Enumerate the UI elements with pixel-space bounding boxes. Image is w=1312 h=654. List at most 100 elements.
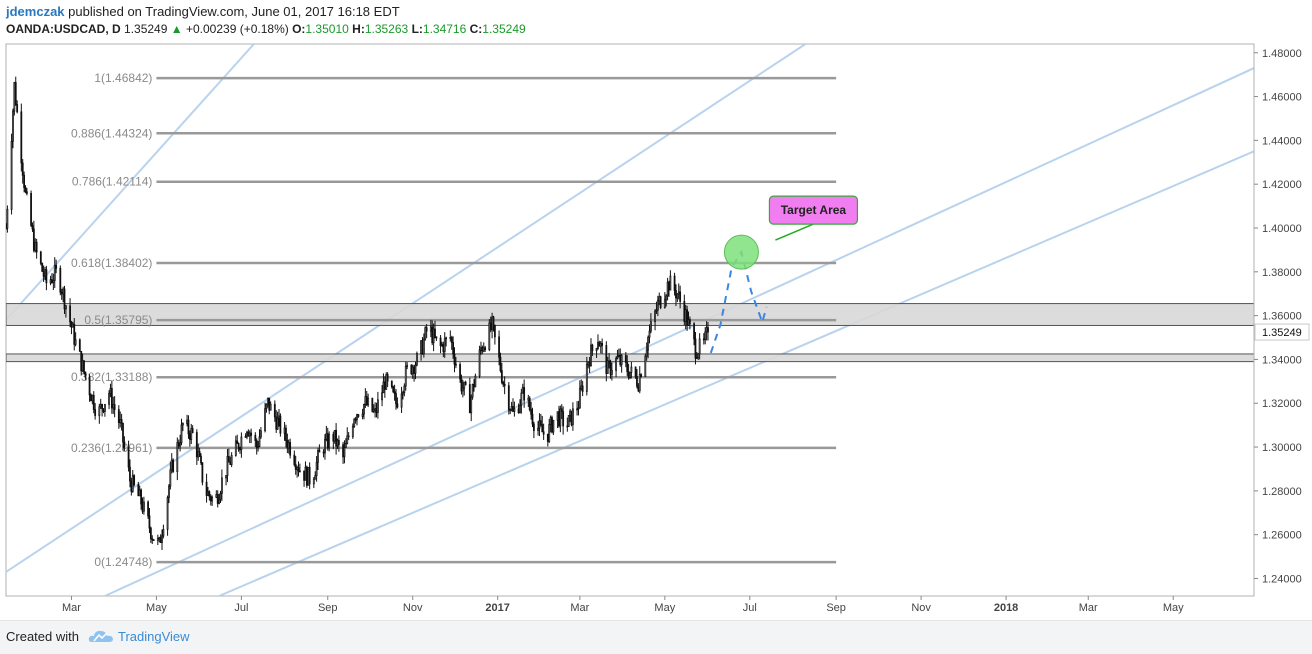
- candle: [450, 335, 453, 350]
- candle: [63, 285, 66, 315]
- candle: [439, 335, 442, 354]
- candle-body: [538, 420, 541, 429]
- candle-body: [257, 445, 260, 449]
- candle-body: [342, 444, 344, 458]
- candle-body: [314, 475, 317, 480]
- candle-body: [474, 375, 477, 388]
- candle-body: [605, 345, 608, 374]
- y-tick-label: 1.44000: [1262, 135, 1302, 147]
- candle: [188, 430, 191, 447]
- candle-body: [91, 394, 94, 402]
- candle: [429, 319, 432, 338]
- candle-body: [266, 397, 269, 405]
- candle-body: [365, 396, 368, 406]
- candle-body: [503, 383, 506, 387]
- candle: [315, 456, 318, 482]
- candle: [463, 381, 466, 396]
- candle: [532, 421, 535, 439]
- candle: [297, 461, 300, 477]
- y-tick-label: 1.24000: [1262, 573, 1302, 585]
- candle-body: [454, 363, 457, 366]
- candle: [538, 413, 541, 437]
- candle: [638, 366, 641, 394]
- candle: [275, 410, 278, 433]
- author-link[interactable]: jdemczak: [6, 4, 65, 19]
- candle: [402, 390, 404, 400]
- candle-body: [424, 327, 427, 340]
- candle: [88, 374, 91, 402]
- tradingview-brand-link[interactable]: TradingView: [118, 629, 190, 644]
- candle-body: [123, 441, 126, 448]
- candle-body: [367, 397, 370, 406]
- candle: [663, 292, 666, 309]
- candle: [209, 494, 212, 506]
- candle-body: [343, 447, 346, 458]
- candle: [608, 352, 611, 369]
- low-label: L:: [411, 22, 423, 36]
- sr-zone-1: [6, 353, 1254, 363]
- candle: [363, 403, 365, 420]
- candle-body: [460, 378, 463, 392]
- candle: [648, 324, 651, 344]
- candle: [159, 534, 162, 543]
- candle-body: [176, 442, 179, 473]
- candle: [109, 383, 112, 398]
- candle: [257, 441, 260, 452]
- candle-body: [637, 385, 640, 392]
- candle: [23, 171, 26, 193]
- candle: [481, 345, 484, 355]
- candle: [620, 353, 623, 373]
- candle-body: [152, 539, 155, 541]
- candle: [445, 336, 448, 347]
- candle-body: [337, 439, 340, 445]
- x-tick-label: 2017: [485, 602, 509, 614]
- candle-body: [239, 448, 241, 451]
- candle-body: [615, 358, 617, 371]
- candle: [424, 326, 427, 341]
- candle-body: [90, 394, 92, 402]
- candle-body: [151, 538, 154, 541]
- y-tick-label: 1.42000: [1262, 179, 1302, 191]
- candle-body: [312, 478, 315, 485]
- candle-body: [35, 241, 38, 253]
- candle: [665, 294, 668, 307]
- candle: [452, 336, 455, 359]
- candle: [688, 316, 691, 330]
- candle-body: [64, 305, 67, 310]
- price-chart[interactable]: 1(1.46842) 0.886(1.44324) 0.786(1.42114) 0.…: [0, 40, 1312, 620]
- candle-body: [374, 408, 377, 411]
- candle-body: [587, 361, 590, 366]
- candle-body: [599, 342, 602, 347]
- x-tick-label: Nov: [911, 602, 931, 614]
- candle-body: [577, 407, 580, 410]
- candle: [549, 415, 552, 433]
- candle: [103, 403, 106, 417]
- candle-body: [159, 537, 162, 543]
- candle: [346, 427, 349, 445]
- candle-body: [148, 515, 151, 529]
- candle-body: [463, 381, 466, 389]
- candle: [666, 277, 669, 301]
- candle-body: [12, 110, 14, 142]
- candle: [610, 362, 613, 381]
- candle-body: [298, 470, 301, 473]
- candle: [59, 265, 62, 296]
- target-label: Target Area: [781, 203, 847, 217]
- candle: [492, 315, 495, 332]
- candle-body: [478, 349, 481, 377]
- candle: [200, 453, 202, 465]
- candle-body: [580, 385, 583, 390]
- candle: [546, 433, 549, 447]
- candle-body: [372, 409, 375, 412]
- open-label: O:: [292, 22, 306, 36]
- candle: [523, 379, 526, 408]
- candle-body: [531, 413, 534, 425]
- candle: [168, 484, 170, 504]
- candle-body: [548, 424, 551, 442]
- candle-body: [317, 450, 319, 463]
- candle-body: [627, 371, 630, 379]
- candle: [244, 433, 247, 438]
- candle: [626, 355, 629, 377]
- candle: [488, 319, 491, 352]
- candle: [693, 322, 695, 346]
